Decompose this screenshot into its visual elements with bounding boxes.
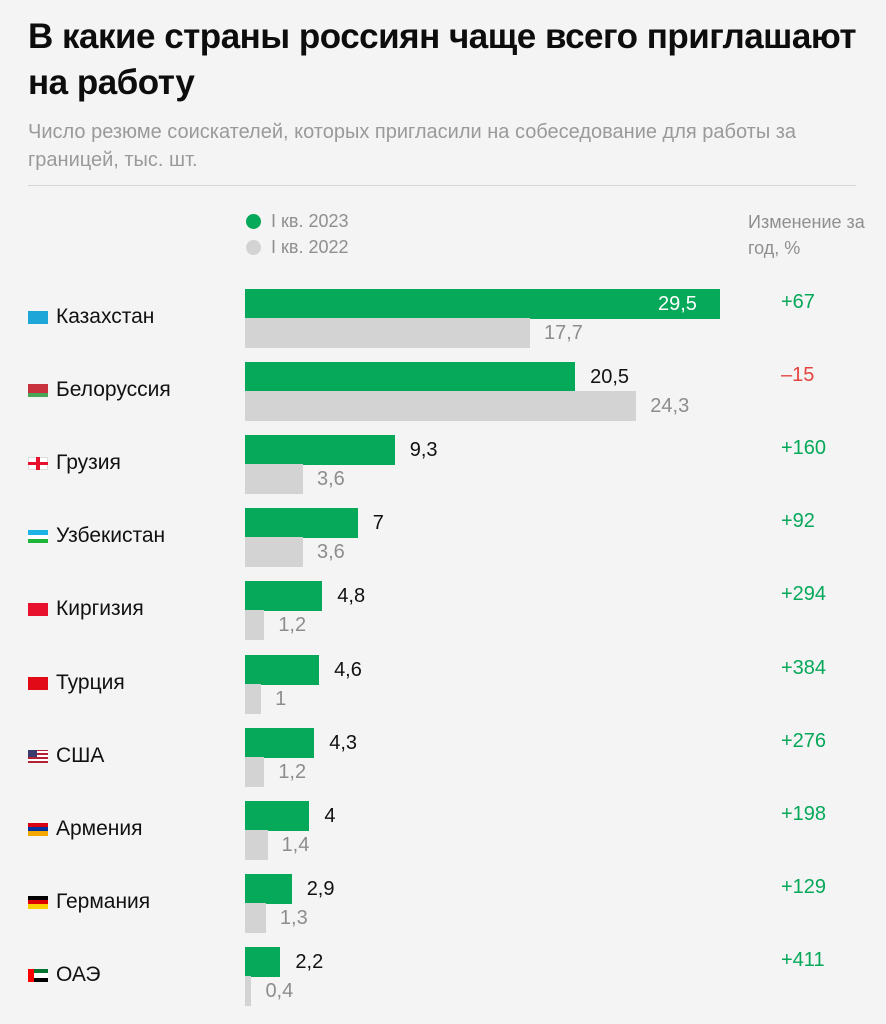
page-subtitle: Число резюме соискателей, которых пригла… [28,121,797,171]
bar-current [245,727,315,758]
value-label-previous: 24,3 [650,395,690,418]
uae-flag-icon [28,968,48,982]
bar-current [245,508,358,539]
value-label-current: 4,6 [334,658,362,681]
country-label: Армения [56,816,143,840]
bar-previous [245,391,637,422]
value-label-previous: 3,6 [316,468,345,491]
belarus-flag-icon [28,384,48,398]
bar-current [245,946,281,977]
bar-previous [245,829,268,860]
legend-current-dot-icon [246,213,261,229]
change-value: +384 [781,656,827,679]
value-label-previous: 17,7 [544,322,583,344]
value-label-current: 2,2 [295,950,324,973]
header-divider [28,185,856,186]
country-label: ОАЭ [56,962,101,986]
armenia-flag-icon [28,822,48,836]
value-label-current: 4 [324,804,336,827]
uzbekistan-flag-icon [28,530,48,544]
value-label-previous: 1 [275,687,287,710]
kyrgyzstan-flag-icon [28,603,48,617]
country-label: США [56,743,105,767]
germany-flag-icon [28,895,48,909]
country-label: Грузия [56,451,121,475]
value-label-current: 4,3 [329,731,358,754]
change-value: +160 [781,437,827,460]
turkey-flag-icon [28,676,48,690]
change-value: +198 [781,802,827,825]
value-label-previous: 1,2 [278,614,307,637]
legend-item-previous: I кв. 2022 [246,235,348,259]
page-title: В какие страны россиян чаще всего пригла… [28,17,856,102]
bar-previous [245,756,265,787]
bar-previous [245,975,252,1006]
legend-previous-label: I кв. 2022 [271,236,349,257]
bar-current [245,800,310,831]
value-label-current: 9,3 [409,439,438,462]
country-label: Германия [56,889,151,913]
country-label: Казахстан [56,305,155,328]
georgia-flag-icon [28,457,48,471]
value-label-current: 29,5 [658,293,697,315]
bar-previous [245,902,266,933]
value-label-previous: 0,4 [265,979,294,1002]
usa-flag-icon [28,749,48,763]
value-label-current: 4,8 [337,585,366,608]
bar-current [245,362,576,393]
value-label-current: 2,9 [306,877,335,900]
change-column-header: Изменение за год, % [748,212,865,258]
country-label: Узбекистан [56,524,166,548]
change-value: +411 [781,948,825,971]
bar-previous [245,537,303,568]
change-value: +92 [781,510,815,533]
value-label-previous: 1,2 [278,760,307,783]
country-label: Белоруссия [56,378,171,402]
value-label-current: 20,5 [590,366,630,389]
bar-previous [245,464,303,495]
change-value: +276 [781,729,827,752]
bar-previous [245,610,265,641]
bar-current [245,289,720,319]
legend-previous-dot-icon [246,239,261,255]
country-label: Турция [56,670,125,694]
bar-previous [245,318,530,348]
bar-current [245,435,395,466]
change-value: +67 [781,291,815,313]
kazakhstan-flag-icon [28,311,48,324]
change-value: –15 [781,364,815,387]
bar-current [245,873,292,904]
value-label-current: 7 [372,512,384,535]
bar-current [245,654,320,685]
legend-current-label: I кв. 2023 [271,210,349,231]
value-label-previous: 3,6 [316,541,345,564]
value-label-previous: 1,3 [279,906,308,929]
value-label-previous: 1,4 [281,833,310,856]
bar-previous [245,683,262,714]
bar-current [245,581,323,612]
legend-item-current: I кв. 2023 [246,209,348,233]
country-label: Киргизия [56,597,144,621]
change-value: +129 [781,875,827,898]
change-value: +294 [781,583,827,606]
